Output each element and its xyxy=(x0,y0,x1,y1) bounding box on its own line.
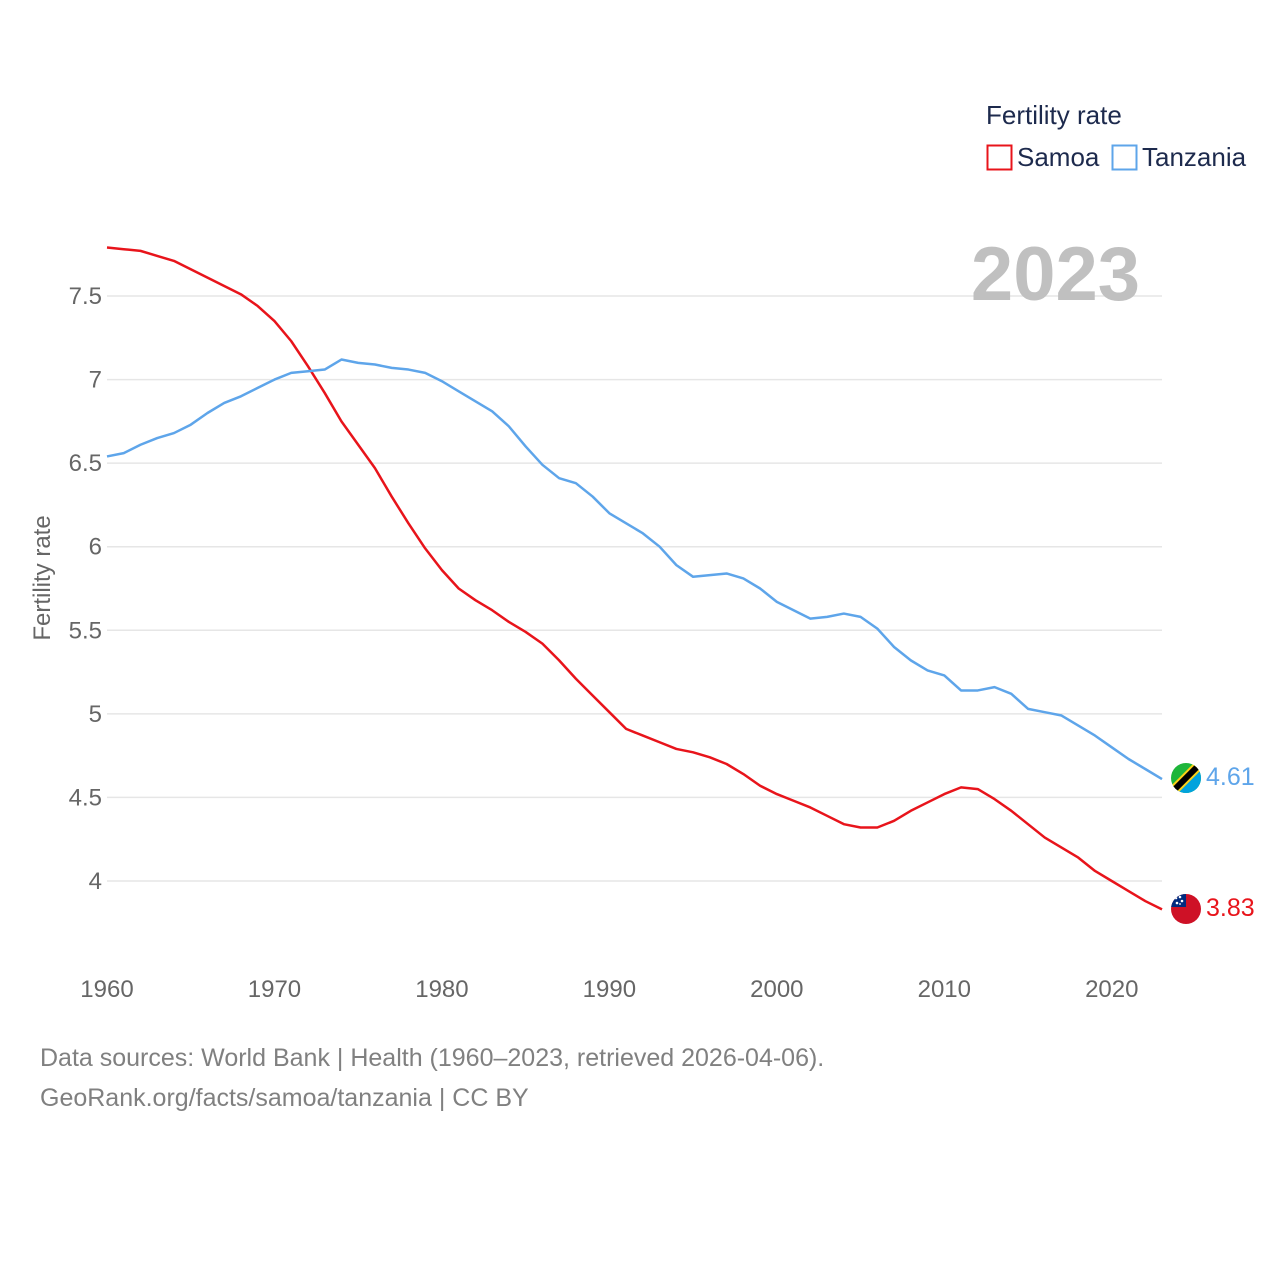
tanzania-flag-icon xyxy=(1171,763,1201,793)
footer-sources: Data sources: World Bank | Health (1960–… xyxy=(40,1044,825,1072)
footer-attribution[interactable]: GeoRank.org/facts/samoa/tanzania | CC BY xyxy=(40,1084,529,1112)
y-tick-label: 5.5 xyxy=(69,617,102,644)
y-tick-label: 4.5 xyxy=(69,784,102,811)
x-tick-label: 1980 xyxy=(415,976,468,1003)
y-tick-label: 7 xyxy=(89,367,102,394)
y-tick-label: 6.5 xyxy=(69,450,102,477)
x-tick-label: 2010 xyxy=(918,976,971,1003)
legend-swatch-samoa xyxy=(986,144,1013,171)
legend-swatch-tanzania xyxy=(1111,144,1138,171)
y-axis-ticks: 4 4.5 5 5.5 6 6.5 7 7.5 xyxy=(69,283,102,895)
tanzania-end-value: 4.61 xyxy=(1206,763,1255,791)
x-axis-ticks: 1960 1970 1980 1990 2000 2010 2020 xyxy=(80,976,1138,1003)
legend-item-tanzania[interactable]: Tanzania xyxy=(1111,142,1247,172)
series-lines xyxy=(106,246,1163,911)
x-tick-label: 2020 xyxy=(1085,976,1138,1003)
y-axis-title: Fertility rate xyxy=(29,515,56,640)
y-tick-label: 7.5 xyxy=(69,283,102,310)
x-tick-label: 2000 xyxy=(750,976,803,1003)
samoa-flag-icon xyxy=(1171,894,1201,924)
series-line-samoa[interactable] xyxy=(106,246,1163,911)
series-line-tanzania[interactable] xyxy=(106,358,1163,781)
legend-title: Fertility rate xyxy=(986,100,1122,130)
legend: Fertility rate Samoa Tanzania xyxy=(986,100,1247,172)
y-tick-label: 5 xyxy=(89,701,102,728)
legend-label-samoa: Samoa xyxy=(1017,142,1100,172)
samoa-end-value: 3.83 xyxy=(1206,894,1255,922)
gridlines xyxy=(107,295,1162,882)
y-tick-label: 6 xyxy=(89,534,102,561)
legend-label-tanzania: Tanzania xyxy=(1142,142,1247,172)
x-tick-label: 1970 xyxy=(248,976,301,1003)
y-tick-label: 4 xyxy=(89,868,102,895)
x-tick-label: 1960 xyxy=(80,976,133,1003)
legend-item-samoa[interactable]: Samoa xyxy=(986,142,1100,172)
current-year-label: 2023 xyxy=(971,232,1140,317)
x-tick-label: 1990 xyxy=(583,976,636,1003)
